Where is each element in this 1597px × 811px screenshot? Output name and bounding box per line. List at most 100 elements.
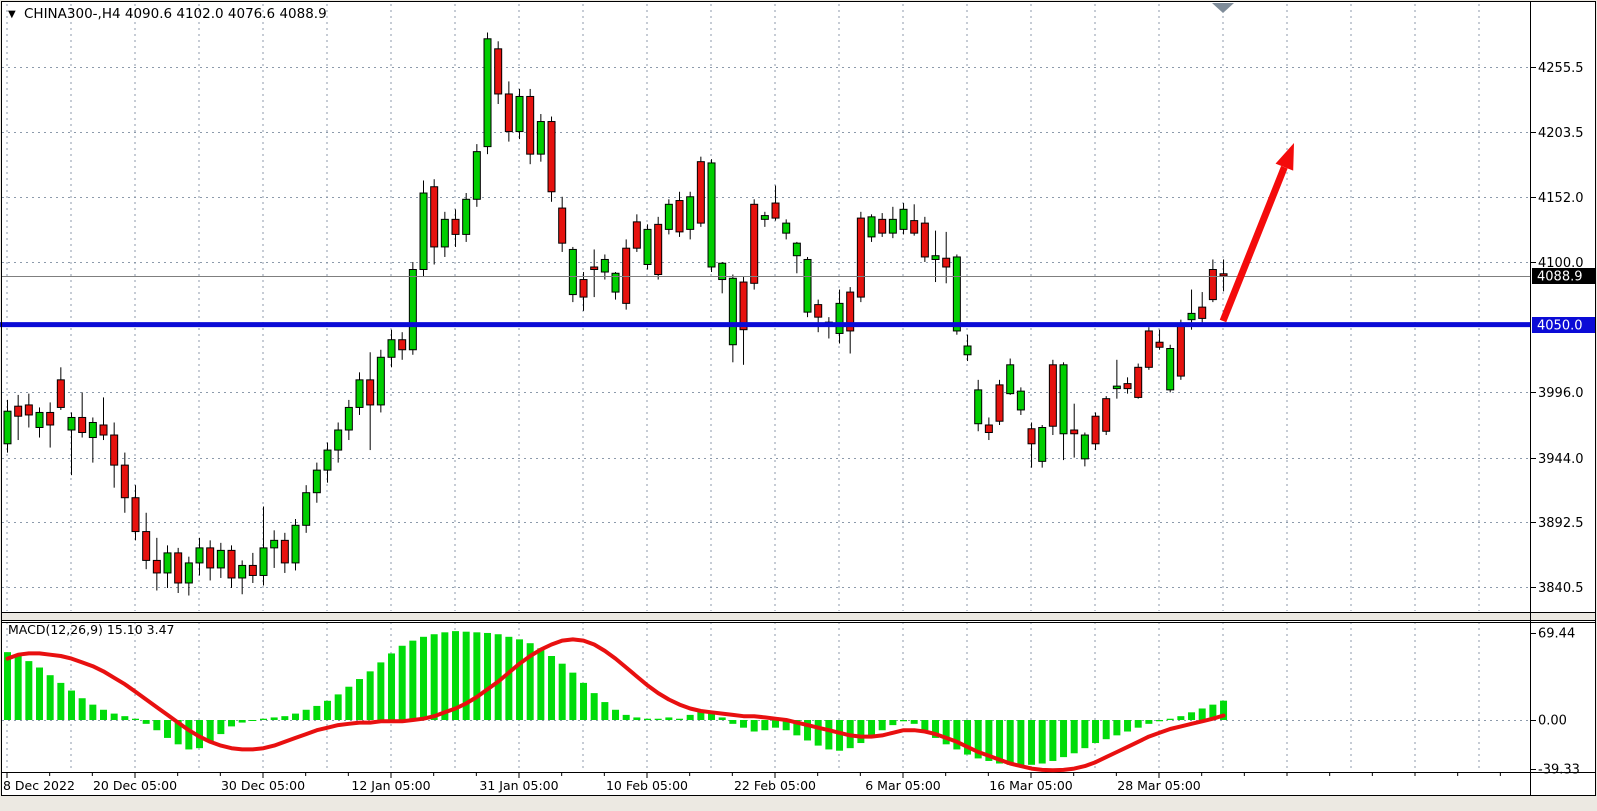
candle-bullish bbox=[408, 269, 417, 351]
macd-histogram-bar bbox=[942, 720, 950, 745]
macd-histogram-bar bbox=[494, 634, 502, 720]
price-axis-label: 3840.5 bbox=[1538, 581, 1584, 596]
candle-bearish bbox=[920, 222, 929, 258]
macd-histogram-bar bbox=[249, 720, 257, 721]
candle-bullish bbox=[195, 547, 204, 564]
symbol-ohlc-title: CHINA300-,H4 4090.6 4102.0 4076.6 4088.9 bbox=[24, 6, 327, 22]
support-price-badge-text: 4050.0 bbox=[1537, 319, 1583, 334]
price-axis-label: 4203.5 bbox=[1538, 126, 1584, 141]
macd-histogram-bar bbox=[580, 682, 588, 720]
macd-histogram-bar bbox=[281, 716, 289, 720]
candle-bullish bbox=[238, 564, 247, 579]
trend-arrow[interactable] bbox=[1219, 143, 1294, 323]
current-price-badge-text: 4088.9 bbox=[1537, 270, 1583, 285]
chart-title: ▼ CHINA300-,H4 4090.6 4102.0 4076.6 4088.… bbox=[8, 6, 327, 22]
candle-bearish bbox=[1176, 324, 1185, 377]
candle-bullish bbox=[568, 248, 577, 296]
candle-bullish bbox=[643, 228, 652, 265]
macd-histogram-bar bbox=[612, 709, 620, 720]
candle-bullish bbox=[899, 208, 908, 230]
candle-bearish bbox=[675, 200, 684, 233]
macd-histogram-bar bbox=[441, 632, 449, 720]
macd-histogram-bar bbox=[89, 704, 97, 720]
candle-bearish bbox=[152, 559, 161, 574]
candle-bullish bbox=[515, 95, 524, 133]
candle-bullish bbox=[1187, 312, 1196, 321]
candle-bearish bbox=[398, 339, 407, 351]
macd-histogram-bar bbox=[516, 639, 524, 720]
macd-histogram-bar bbox=[974, 720, 982, 759]
macd-histogram-bar bbox=[1145, 720, 1153, 724]
candle-bearish bbox=[942, 257, 951, 268]
candle-bearish bbox=[1091, 415, 1100, 445]
panel-separator[interactable] bbox=[2, 613, 1595, 620]
macd-histogram-bar bbox=[14, 656, 22, 720]
macd-histogram-bar bbox=[1060, 720, 1068, 758]
candle-bearish bbox=[878, 218, 887, 234]
macd-histogram-bar bbox=[1113, 720, 1121, 736]
macd-histogram-bar bbox=[68, 690, 76, 720]
macd-histogram-bar bbox=[110, 713, 118, 720]
candle-bearish bbox=[771, 202, 780, 219]
macd-histogram-bar bbox=[388, 653, 396, 720]
candle-bearish bbox=[739, 281, 748, 331]
macd-histogram-bar bbox=[964, 720, 972, 755]
time-axis-label: 30 Dec 05:00 bbox=[221, 778, 305, 793]
candle-bullish bbox=[1112, 385, 1121, 390]
macd-histogram-bar bbox=[121, 716, 129, 720]
candle-bullish bbox=[611, 272, 620, 293]
macd-histogram-bar bbox=[953, 720, 961, 750]
candle-bullish bbox=[334, 429, 343, 451]
candle-bearish bbox=[227, 549, 236, 579]
candle-bearish bbox=[547, 121, 556, 193]
candle-bullish bbox=[483, 38, 492, 148]
candle-bearish bbox=[846, 291, 855, 332]
macd-histogram-bar bbox=[430, 634, 438, 720]
time-axis-label: 8 Dec 2022 bbox=[3, 778, 75, 793]
candle-bullish bbox=[355, 379, 364, 408]
candle-bearish bbox=[494, 48, 503, 95]
candle-bullish bbox=[302, 492, 311, 526]
macd-panel: 69.44 0.00 -39.33 MACD(12,26,9) 15.10 3.47 bbox=[2, 622, 1580, 778]
candle-bearish bbox=[632, 221, 641, 249]
candle-bullish bbox=[440, 218, 449, 248]
macd-histogram-bar bbox=[729, 720, 737, 724]
macd-histogram-bar bbox=[526, 643, 534, 720]
macd-histogram-bar bbox=[185, 720, 193, 750]
macd-histogram-bar bbox=[1177, 716, 1185, 720]
macd-signal-line bbox=[5, 637, 1226, 773]
macd-histogram-bar bbox=[772, 720, 780, 728]
candle-bullish bbox=[462, 198, 471, 235]
candle-bearish bbox=[206, 547, 215, 569]
candle-bullish bbox=[664, 203, 673, 230]
macd-histogram-bar bbox=[1198, 708, 1206, 720]
time-axis: 8 Dec 2022 20 Dec 05:00 30 Dec 05:00 12 Jan… bbox=[3, 772, 1501, 793]
macd-axis-label: 69.44 bbox=[1538, 627, 1575, 642]
macd-histogram-bar bbox=[100, 709, 108, 720]
time-axis-label: 28 Mar 05:00 bbox=[1117, 778, 1201, 793]
chart-shift-marker-icon[interactable] bbox=[1212, 3, 1234, 13]
macd-histogram-bar bbox=[420, 636, 428, 720]
macd-histogram-bar bbox=[622, 714, 630, 720]
candle-bearish bbox=[366, 379, 375, 406]
candle-bearish bbox=[248, 564, 257, 576]
candle-bullish bbox=[387, 339, 396, 358]
candle-bullish bbox=[216, 549, 225, 569]
macd-histogram-bar bbox=[686, 714, 694, 720]
candle-bullish bbox=[259, 547, 268, 576]
macd-histogram-bar bbox=[900, 720, 908, 722]
macd-histogram-bar bbox=[654, 718, 662, 720]
candle-bullish bbox=[323, 449, 332, 471]
candle-bullish bbox=[728, 277, 737, 346]
macd-histogram-bar bbox=[356, 679, 364, 720]
candle-bearish bbox=[1070, 429, 1079, 435]
candle-bearish bbox=[14, 405, 23, 417]
price-axis-label: 4100.0 bbox=[1538, 256, 1584, 271]
symbol-dropdown-icon[interactable]: ▼ bbox=[8, 9, 16, 20]
time-axis-label: 16 Mar 05:00 bbox=[989, 778, 1073, 793]
macd-histogram-bar bbox=[761, 720, 769, 731]
candle-bullish bbox=[67, 416, 76, 431]
candle-bullish bbox=[1016, 390, 1025, 411]
macd-histogram-bar bbox=[153, 720, 161, 731]
